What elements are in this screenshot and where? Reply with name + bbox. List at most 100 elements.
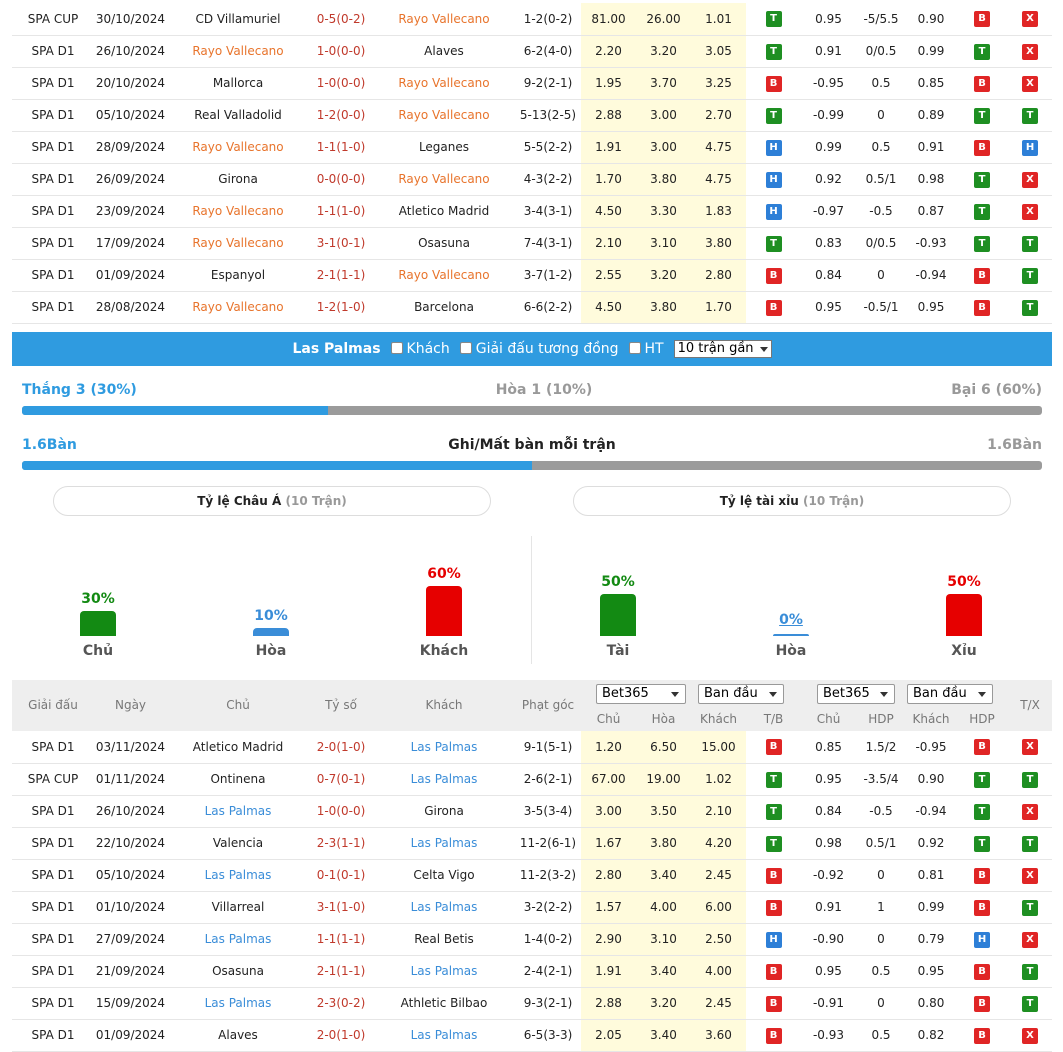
tx-badge-cell: T xyxy=(1008,259,1052,292)
hdp-line-cell: 0/0.5 xyxy=(856,35,906,68)
odds-away-cell: 6.00 xyxy=(691,891,746,924)
result-badge: X xyxy=(1022,803,1038,820)
home-team-cell[interactable]: CD Villamuriel xyxy=(167,3,309,36)
away-team-cell[interactable]: Athletic Bilbao xyxy=(373,987,515,1020)
odds-away-cell: 3.80 xyxy=(691,227,746,260)
away-team-cell[interactable]: Rayo Vallecano xyxy=(373,163,515,196)
odds-type-select-1[interactable]: Ban đầu xyxy=(698,684,784,704)
odds-home-cell: 2.88 xyxy=(581,987,636,1020)
tx-badge-cell: X xyxy=(1008,795,1052,828)
result-badge: T xyxy=(1022,835,1038,852)
away-team-cell[interactable]: Rayo Vallecano xyxy=(373,99,515,132)
checkbox-icon[interactable] xyxy=(390,342,403,354)
bookmaker-value-2: Bet365 xyxy=(823,686,870,701)
table-row: SPA D1 17/09/2024 Rayo Vallecano 3-1(0-1) Os… xyxy=(12,227,1052,260)
away-team-cell[interactable]: Rayo Vallecano xyxy=(373,259,515,292)
away-team-cell[interactable]: Las Palmas xyxy=(373,731,515,764)
score-cell: 3-1(0-1) xyxy=(309,227,373,260)
col-away: Khách xyxy=(425,698,463,712)
loss-text: Bại 6 (60%) xyxy=(951,382,1042,398)
result-badge: H xyxy=(765,931,782,948)
col-tx: T/X xyxy=(1020,698,1040,712)
home-team-cell[interactable]: Rayo Vallecano xyxy=(167,291,309,324)
hdp-home-cell: 0.84 xyxy=(801,795,856,828)
away-checkbox[interactable]: Khách xyxy=(390,341,450,357)
ou-badge-cell: H xyxy=(956,923,1008,956)
result-badge: T xyxy=(765,107,782,124)
bookmaker-select-1[interactable]: Bet365 xyxy=(596,684,686,704)
score-cell: 1-1(1-0) xyxy=(309,131,373,164)
away-team-cell[interactable]: Alaves xyxy=(373,35,515,68)
odds-away-cell: 15.00 xyxy=(691,731,746,764)
checkbox-icon[interactable] xyxy=(628,342,641,354)
home-team-cell[interactable]: Rayo Vallecano xyxy=(167,131,309,164)
home-team-cell[interactable]: Osasuna xyxy=(167,955,309,988)
home-team-cell[interactable]: Real Valladolid xyxy=(167,99,309,132)
home-team-cell[interactable]: Girona xyxy=(167,163,309,196)
same-league-checkbox[interactable]: Giải đấu tương đồng xyxy=(459,341,619,357)
score-cell: 2-1(1-1) xyxy=(309,955,373,988)
away-team-cell[interactable]: Rayo Vallecano xyxy=(373,67,515,100)
score-cell: 1-1(1-1) xyxy=(309,923,373,956)
home-team-cell[interactable]: Las Palmas xyxy=(167,795,309,828)
ou-title-text: Tỷ lệ tài xỉu xyxy=(719,494,799,508)
date-cell: 30/10/2024 xyxy=(94,3,167,36)
col-odds-away: Khách xyxy=(699,712,738,726)
hdp-away-cell: 0.91 xyxy=(906,131,956,164)
league-cell: SPA D1 xyxy=(12,795,94,828)
odds-type-select-2[interactable]: Ban đầu xyxy=(907,684,993,704)
bookmaker-value-1: Bet365 xyxy=(602,686,649,701)
home-team-cell[interactable]: Las Palmas xyxy=(167,987,309,1020)
home-team-cell[interactable]: Villarreal xyxy=(167,891,309,924)
away-team-cell[interactable]: Real Betis xyxy=(373,923,515,956)
tx-badge-cell: X xyxy=(1008,3,1052,36)
col-odds-home: Chủ xyxy=(596,712,621,726)
result-badge: T xyxy=(974,43,990,60)
win-ratio-fill xyxy=(22,406,328,415)
home-team-cell[interactable]: Rayo Vallecano xyxy=(167,195,309,228)
bar-block xyxy=(426,586,462,636)
date-cell: 17/09/2024 xyxy=(94,227,167,260)
bookmaker-select-2[interactable]: Bet365 xyxy=(817,684,895,704)
home-team-cell[interactable]: Ontinena xyxy=(167,763,309,796)
result-badge: B xyxy=(765,1027,782,1044)
col-hdp-home: Chủ xyxy=(816,712,841,726)
result-badge: T xyxy=(974,835,990,852)
recent-count-select[interactable]: 10 trận gần xyxy=(673,340,772,358)
tx-badge-cell: X xyxy=(1008,923,1052,956)
away-team-cell[interactable]: Las Palmas xyxy=(373,955,515,988)
away-team-cell[interactable]: Celta Vigo xyxy=(373,859,515,892)
ht-checkbox[interactable]: HT xyxy=(628,341,664,357)
away-team-cell[interactable]: Osasuna xyxy=(373,227,515,260)
col-odds-draw: Hòa xyxy=(651,712,676,726)
home-team-cell[interactable]: Espanyol xyxy=(167,259,309,292)
odds-away-cell: 2.45 xyxy=(691,987,746,1020)
home-team-cell[interactable]: Alaves xyxy=(167,1019,309,1052)
col-hdp: HDP xyxy=(868,712,894,726)
result-badge: T xyxy=(1022,267,1038,284)
away-team-cell[interactable]: Las Palmas xyxy=(373,763,515,796)
home-team-cell[interactable]: Rayo Vallecano xyxy=(167,227,309,260)
home-team-cell[interactable]: Atletico Madrid xyxy=(167,731,309,764)
hdp-away-cell: 0.99 xyxy=(906,35,956,68)
home-team-cell[interactable]: Rayo Vallecano xyxy=(167,35,309,68)
away-team-cell[interactable]: Leganes xyxy=(373,131,515,164)
home-team-cell[interactable]: Mallorca xyxy=(167,67,309,100)
home-team-cell[interactable]: Valencia xyxy=(167,827,309,860)
checkbox-icon[interactable] xyxy=(459,342,472,354)
odds-away-cell: 1.02 xyxy=(691,763,746,796)
tx-badge-cell: T xyxy=(1008,827,1052,860)
odds-draw-cell: 3.10 xyxy=(636,923,691,956)
away-team-cell[interactable]: Atletico Madrid xyxy=(373,195,515,228)
home-team-cell[interactable]: Las Palmas xyxy=(167,859,309,892)
date-cell: 28/09/2024 xyxy=(94,131,167,164)
win-ratio-bar xyxy=(22,406,1042,415)
away-team-cell[interactable]: Las Palmas xyxy=(373,1019,515,1052)
away-team-cell[interactable]: Las Palmas xyxy=(373,891,515,924)
away-team-cell[interactable]: Las Palmas xyxy=(373,827,515,860)
away-team-cell[interactable]: Barcelona xyxy=(373,291,515,324)
away-team-cell[interactable]: Rayo Vallecano xyxy=(373,3,515,36)
odds-draw-cell: 3.70 xyxy=(636,67,691,100)
away-team-cell[interactable]: Girona xyxy=(373,795,515,828)
home-team-cell[interactable]: Las Palmas xyxy=(167,923,309,956)
